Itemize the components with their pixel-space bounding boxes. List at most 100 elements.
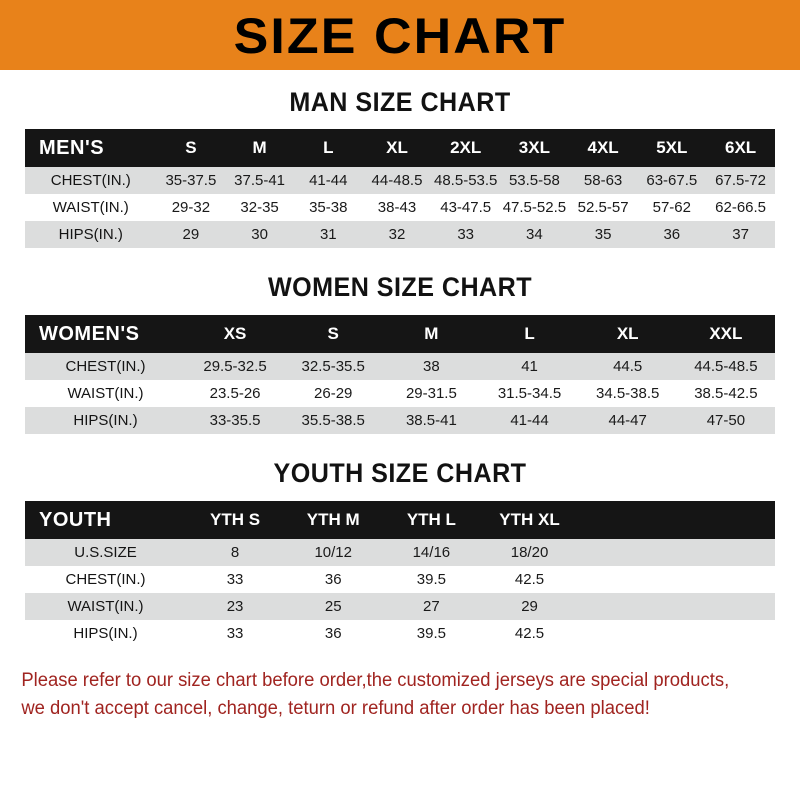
women-row-label: HIPS(IN.): [73, 412, 138, 429]
youth-size-header: YTH XL: [499, 510, 560, 529]
men-table-head: MEN'S S M L XL 2XL 3XL 4XL 5XL 6XL: [25, 129, 775, 167]
men-size-header: 3XL: [518, 138, 550, 157]
youth-cell: 39.5: [416, 571, 446, 588]
youth-cell: 10/12: [314, 544, 352, 561]
youth-corner-label: YOUTH: [39, 508, 112, 531]
youth-cell-empty: [677, 566, 775, 593]
women-size-header: S: [327, 324, 339, 343]
men-cell: 52.5-57: [577, 199, 629, 216]
women-cell: 41-44: [510, 412, 549, 429]
youth-size-header-empty: [579, 501, 677, 539]
men-cell: 37.5-41: [234, 172, 286, 189]
women-size-header: M: [424, 324, 439, 343]
table-row: WAIST(IN.) 29-32 32-35 35-38 38-43 43-47.5 47.…: [25, 194, 775, 221]
women-cell: 29.5-32.5: [203, 358, 267, 375]
youth-cell: 18/20: [510, 544, 549, 561]
youth-cell: 39.5: [416, 625, 446, 642]
women-cell: 38: [423, 358, 440, 375]
youth-cell-empty: [579, 566, 677, 593]
youth-cell: 29: [521, 598, 538, 615]
table-row: WAIST(IN.) 23.5-26 26-29 29-31.5 31.5-34.5 34…: [25, 380, 775, 407]
men-cell: 33: [457, 226, 475, 243]
men-size-header: 5XL: [656, 138, 688, 157]
youth-size-header: YTH M: [306, 510, 360, 529]
youth-section: YOUTH SIZE CHART YOUTH YTH S YTH M YTH L YTH…: [0, 460, 800, 647]
youth-row-label: WAIST(IN.): [67, 598, 144, 615]
youth-cell: 42.5: [514, 625, 545, 642]
men-cell: 44-48.5: [371, 172, 423, 189]
banner-divider: [0, 70, 800, 73]
men-cell: 35-38: [309, 199, 348, 216]
table-row: HIPS(IN.) 33 36 39.5 42.5: [25, 620, 775, 647]
men-cell: 53.5-58: [508, 172, 560, 189]
youth-size-header: YTH L: [406, 510, 456, 529]
men-size-header: XL: [386, 138, 408, 157]
men-cell: 57-62: [652, 199, 691, 216]
women-cell: 44-47: [608, 412, 647, 429]
men-cell: 63-67.5: [646, 172, 698, 189]
men-cell: 32-35: [240, 199, 279, 216]
youth-cell-empty: [677, 539, 775, 566]
women-size-table: WOMEN'S XS S M L XL XXL CHEST(IN.) 29.5-32.5 32.…: [25, 315, 775, 434]
women-row-label: WAIST(IN.): [67, 385, 144, 402]
table-row: CHEST(IN.) 35-37.5 37.5-41 41-44 44-48.5 48.5…: [25, 167, 775, 194]
youth-cell: 33: [226, 571, 244, 588]
youth-cell-empty: [579, 620, 677, 647]
table-row: HIPS(IN.) 29 30 31 32 33 34 35 36 37: [25, 221, 775, 248]
men-row-label: CHEST(IN.): [50, 172, 131, 189]
men-cell: 41-44: [309, 172, 348, 189]
men-cell: 29-32: [171, 199, 211, 216]
men-cell: 62-66.5: [715, 199, 767, 216]
women-cell: 31.5-34.5: [497, 385, 562, 402]
women-size-header: L: [524, 324, 535, 343]
youth-size-header-empty: [677, 501, 775, 539]
youth-cell: 25: [324, 598, 342, 615]
men-cell: 48.5-53.5: [434, 172, 498, 189]
youth-row-label: HIPS(IN.): [73, 625, 138, 642]
table-row: U.S.SIZE 8 10/12 14/16 18/20: [25, 539, 775, 566]
youth-cell-empty: [677, 593, 775, 620]
women-cell: 35.5-38.5: [301, 412, 365, 429]
men-size-header: S: [185, 138, 197, 157]
women-row-label: CHEST(IN.): [65, 358, 146, 375]
youth-size-table: YOUTH YTH S YTH M YTH L YTH XL U.S.SIZE 8 10/1…: [25, 501, 775, 647]
table-row: CHEST(IN.) 29.5-32.5 32.5-35.5 38 41 44.5 44.5…: [25, 353, 775, 380]
women-table-head: WOMEN'S XS S M L XL XXL: [25, 315, 775, 353]
youth-cell-empty: [579, 593, 677, 620]
page-title: SIZE CHART: [233, 8, 567, 64]
men-cell: 58-63: [583, 172, 623, 189]
women-cell: 26-29: [314, 385, 353, 402]
men-cell: 31: [319, 226, 337, 243]
men-cell: 67.5-72: [715, 172, 767, 189]
men-table-body: CHEST(IN.) 35-37.5 37.5-41 41-44 44-48.5 48.5…: [25, 167, 775, 248]
men-cell: 32: [388, 226, 406, 243]
women-section: WOMEN SIZE CHART WOMEN'S XS S M L XL XXL CHEST…: [0, 274, 800, 434]
table-row: WAIST(IN.) 23 25 27 29: [25, 593, 775, 620]
youth-section-title: YOUTH SIZE CHART: [273, 458, 527, 488]
women-cell: 34.5-38.5: [595, 385, 660, 402]
men-section-title: MAN SIZE CHART: [289, 87, 511, 117]
youth-cell-empty: [677, 620, 775, 647]
women-cell: 38.5-42.5: [694, 385, 758, 402]
women-cell: 44.5-48.5: [694, 358, 758, 375]
youth-header-row: YOUTH YTH S YTH M YTH L YTH XL: [25, 501, 775, 539]
women-cell: 33-35.5: [209, 412, 261, 429]
order-notice: Please refer to our size chart before or…: [0, 667, 776, 722]
table-row: CHEST(IN.) 33 36 39.5 42.5: [25, 566, 775, 593]
women-size-header: XL: [616, 324, 639, 343]
men-size-table: MEN'S S M L XL 2XL 3XL 4XL 5XL 6XL CHEST(IN.) 35-3…: [25, 129, 775, 248]
women-size-header: XS: [223, 324, 247, 343]
men-section: MAN SIZE CHART MEN'S S M L XL 2XL 3XL 4XL 5XL 6XL…: [0, 89, 800, 248]
men-cell: 34: [526, 226, 543, 243]
youth-cell: 33: [226, 625, 244, 642]
youth-cell: 8: [230, 544, 240, 561]
men-cell: 30: [251, 226, 268, 243]
women-cell: 32.5-35.5: [301, 358, 365, 375]
women-cell: 41: [521, 358, 538, 375]
men-size-header: 4XL: [587, 138, 619, 157]
men-cell: 29: [182, 226, 200, 243]
men-size-header: L: [323, 138, 334, 157]
women-cell: 23.5-26: [209, 385, 261, 402]
youth-row-label: U.S.SIZE: [74, 544, 137, 561]
